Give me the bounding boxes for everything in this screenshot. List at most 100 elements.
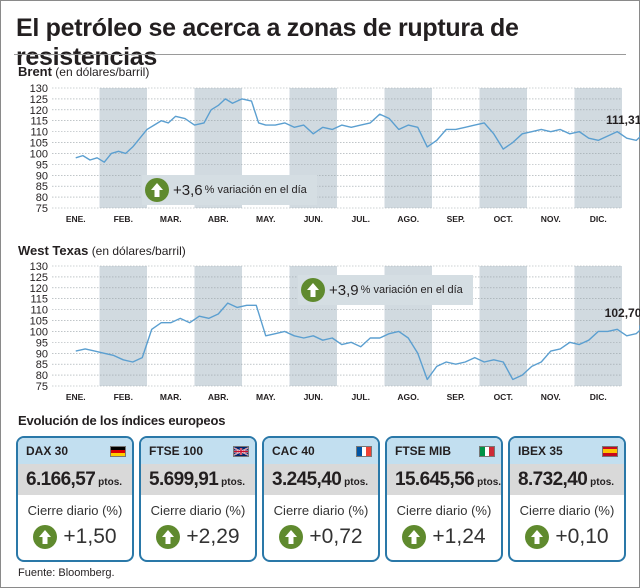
brent-month-label: JUL. [352, 214, 370, 224]
spain-flag-icon [602, 445, 618, 457]
wti-variation-badge: +3,9 % variación en el día [298, 275, 473, 305]
brent-chart-name: Brent [18, 64, 52, 79]
index-unit: ptos. [590, 477, 615, 488]
wti-chart-name: West Texas [18, 243, 89, 258]
up-arrow-icon [33, 525, 58, 549]
wti-y-tick-label: 80 [36, 370, 48, 382]
brent-y-tick-label: 105 [30, 138, 48, 150]
brent-month-label: JUN. [304, 214, 323, 224]
index-value-row: 6.166,57 ptos. [18, 464, 132, 495]
index-change-row: +0,10 [510, 525, 624, 549]
index-card-header: IBEX 35 [510, 438, 624, 464]
uk-flag-icon [233, 445, 249, 457]
index-name: IBEX 35 [518, 444, 563, 458]
france-flag-icon [356, 445, 372, 457]
index-card-header: FTSE MIB [387, 438, 501, 464]
brent-y-tick-label: 110 [30, 127, 48, 139]
wti-y-tick-label: 130 [30, 261, 48, 273]
up-arrow-icon [145, 178, 169, 202]
index-sub-label: Cierre diario (%) [396, 503, 492, 518]
italy-flag-icon [479, 445, 495, 457]
wti-month-label: FEB. [114, 392, 133, 402]
brent-chart-label: Brent (en dólares/barril) [18, 64, 149, 79]
brent-y-tick-label: 85 [36, 181, 48, 193]
index-card: FTSE MIB 15.645,56 ptos. Cierre diario (… [385, 436, 503, 562]
index-card-header: FTSE 100 [141, 438, 255, 464]
brent-y-tick-label: 125 [30, 94, 48, 106]
wti-y-tick-label: 90 [36, 348, 48, 360]
index-value-row: 5.699,91 ptos. [141, 464, 255, 495]
brent-variation-value: +3,6 [173, 181, 203, 199]
wti-variation-value: +3,9 [329, 281, 359, 299]
index-card: IBEX 35 8.732,40 ptos. Cierre diario (%)… [508, 436, 626, 562]
brent-month-label: SEP. [447, 214, 465, 224]
index-unit: ptos. [344, 477, 369, 488]
brent-y-tick-label: 130 [30, 83, 48, 95]
index-change: +2,29 [186, 525, 240, 548]
brent-month-label: MAY. [256, 214, 276, 224]
wti-month-label: DIC. [590, 392, 607, 402]
index-unit: ptos. [477, 477, 502, 488]
up-arrow-icon [402, 525, 427, 549]
wti-price-line [75, 302, 640, 381]
wti-y-tick-label: 105 [30, 316, 48, 328]
up-arrow-icon [301, 278, 325, 302]
brent-month-label: FEB. [114, 214, 133, 224]
wti-month-label: NOV. [541, 392, 561, 402]
index-card: FTSE 100 5.699,91 ptos. Cierre diario (%… [139, 436, 257, 562]
up-arrow-icon [156, 525, 181, 549]
wti-y-tick-label: 115 [30, 294, 48, 306]
index-sub-label: Cierre diario (%) [273, 503, 369, 518]
wti-month-band [479, 266, 527, 386]
brent-month-label: OCT. [494, 214, 513, 224]
index-card-header: CAC 40 [264, 438, 378, 464]
brent-y-tick-label: 95 [36, 159, 48, 171]
wti-month-band [99, 266, 147, 386]
index-change: +0,72 [309, 525, 363, 548]
brent-y-tick-label: 115 [30, 116, 48, 128]
brent-variation-badge: +3,6 % variación en el día [142, 175, 317, 205]
wti-y-tick-label: 85 [36, 359, 48, 371]
brent-month-label: AGO. [397, 214, 419, 224]
index-name: FTSE 100 [149, 444, 204, 458]
index-change-row: +1,24 [387, 525, 501, 549]
wti-variation-text: % variación en el día [360, 284, 463, 296]
wti-chart-unit: (en dólares/barril) [91, 244, 186, 258]
index-change-row: +2,29 [141, 525, 255, 549]
wti-month-band [574, 266, 622, 386]
brent-y-tick-label: 120 [30, 105, 48, 117]
brent-y-tick-label: 100 [30, 148, 48, 160]
index-name: CAC 40 [272, 444, 315, 458]
brent-y-tick-label: 80 [36, 192, 48, 204]
index-change: +1,24 [432, 525, 486, 548]
up-arrow-icon [279, 525, 304, 549]
index-sub-label: Cierre diario (%) [150, 503, 246, 518]
brent-y-tick-label: 75 [36, 203, 48, 215]
index-value-row: 8.732,40 ptos. [510, 464, 624, 495]
indices-section-title: Evolución de los índices europeos [18, 413, 226, 428]
index-value-row: 3.245,40 ptos. [264, 464, 378, 495]
wti-month-band [194, 266, 242, 386]
index-sub-label: Cierre diario (%) [519, 503, 615, 518]
index-value: 15.645,56 [395, 469, 475, 490]
wti-month-label: SEP. [447, 392, 465, 402]
brent-month-label: ABR. [208, 214, 229, 224]
wti-month-label: AGO. [397, 392, 419, 402]
brent-month-label: NOV. [541, 214, 561, 224]
index-value: 5.699,91 [149, 469, 219, 490]
index-name: FTSE MIB [395, 444, 451, 458]
brent-month-label: ENE. [66, 214, 86, 224]
index-value: 6.166,57 [26, 469, 96, 490]
brent-variation-text: % variación en el día [204, 184, 307, 196]
wti-y-tick-label: 125 [30, 272, 48, 284]
brent-month-label: DIC. [590, 214, 607, 224]
brent-month-band [384, 88, 432, 208]
index-change-row: +1,50 [18, 525, 132, 549]
index-sub-label: Cierre diario (%) [27, 503, 123, 518]
germany-flag-icon [110, 445, 126, 457]
title-divider [14, 54, 626, 55]
brent-month-band [99, 88, 147, 208]
wti-y-tick-label: 75 [36, 381, 48, 393]
page-title: El petróleo se acerca a zonas de ruptura… [16, 14, 519, 71]
